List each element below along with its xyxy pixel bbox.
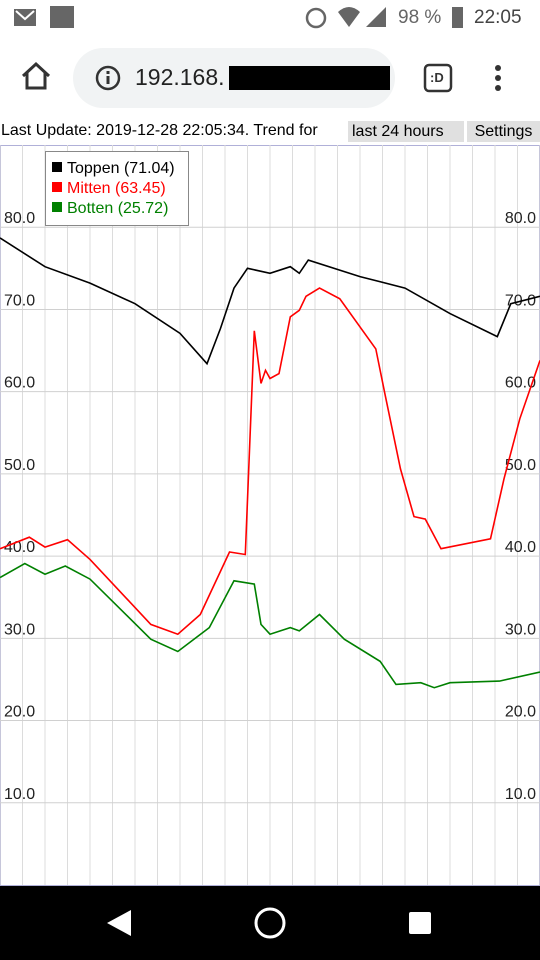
legend: Toppen (71.04) Mitten (63.45) Botten (25.7… (45, 151, 189, 226)
y-tick-label: 70.0 (4, 292, 35, 309)
series-line (0, 237, 540, 366)
series-line (0, 287, 540, 636)
browser-icons-2 (95, 63, 501, 93)
legend-swatch (52, 162, 62, 172)
home-button[interactable] (254, 907, 286, 939)
clock: 22:05 (474, 7, 522, 28)
back-button[interactable] (107, 910, 131, 936)
status-icons (14, 6, 463, 29)
range-select[interactable]: last 24 hours (348, 121, 464, 142)
y2-tick-label: 80.0 (505, 210, 536, 227)
legend-label: Mitten (63.45) (67, 180, 166, 197)
y-tick-label: 20.0 (4, 704, 35, 721)
y2-tick-label: 40.0 (505, 539, 536, 556)
chart: 10.0 20.0 30.0 40.0 50.0 60.0 70.0 80.0 10.0 20.0… (0, 145, 540, 886)
recents-button[interactable] (409, 912, 431, 934)
y-tick-label: 10.0 (4, 786, 35, 803)
browser-bar: 192.168. :D (0, 36, 540, 118)
legend-label: Toppen (71.04) (67, 160, 175, 177)
nav-icons (107, 907, 431, 939)
y2-tick-label: 10.0 (505, 786, 536, 803)
y-tick-label: 50.0 (4, 457, 35, 474)
series-line (0, 562, 540, 689)
header-text: Last Update: 2019-12-28 22:05:34. Trend … (1, 122, 318, 139)
battery-text: 98 % (398, 7, 442, 28)
browser-icons (21, 61, 51, 90)
y2-tick-label: 20.0 (505, 704, 536, 721)
legend-swatch (52, 202, 62, 212)
y-tick-label: 80.0 (4, 210, 35, 227)
legend-box (45, 151, 189, 226)
header: Last Update: 2019-12-28 22:05:34. Trend … (0, 120, 540, 144)
y2-tick-label: 60.0 (505, 375, 536, 392)
nav-bar (0, 886, 540, 960)
y-tick-label: 30.0 (4, 621, 35, 638)
y2-tick-label: 50.0 (505, 457, 536, 474)
url: 192.168. (135, 64, 225, 90)
legend-swatch (52, 182, 62, 192)
status-bar: 98 % 22:05 (0, 0, 540, 36)
y-tick-label: 60.0 (4, 375, 35, 392)
tab-button[interactable]: :D (430, 70, 444, 85)
settings-button[interactable]: Settings (467, 121, 540, 142)
legend-label: Botten (25.72) (67, 200, 168, 217)
y2-tick-label: 30.0 (505, 621, 536, 638)
